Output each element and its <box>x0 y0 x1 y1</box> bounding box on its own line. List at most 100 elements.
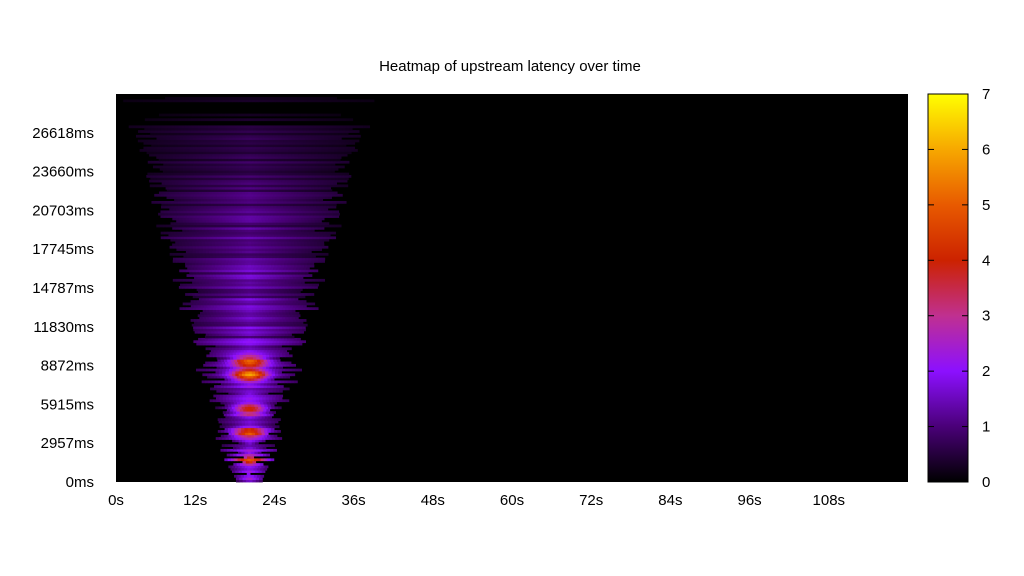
heat-cell <box>239 354 244 358</box>
heat-cell <box>149 149 154 152</box>
heat-cell <box>245 151 250 155</box>
heat-cell <box>326 203 331 207</box>
heat-cell <box>226 198 231 202</box>
heat-cell <box>207 182 212 185</box>
heat-cell <box>242 167 246 171</box>
heat-cell <box>268 184 273 188</box>
heat-cell <box>247 456 251 459</box>
heat-cell <box>183 283 188 287</box>
heat-cell <box>170 189 174 192</box>
heat-cell <box>220 349 225 353</box>
heat-cell <box>219 137 223 140</box>
heat-cell <box>259 354 263 358</box>
heat-cell <box>173 137 177 140</box>
heat-cell <box>342 144 347 148</box>
heat-cell <box>271 345 276 348</box>
heat-cell <box>242 163 247 166</box>
heat-cell <box>258 250 263 254</box>
heat-cell <box>178 234 183 237</box>
heat-cell <box>216 311 221 315</box>
heat-cell <box>295 257 299 261</box>
heat-cell <box>308 170 312 174</box>
heat-cell <box>305 163 309 166</box>
heat-cell <box>279 304 284 308</box>
heat-cell <box>306 160 310 164</box>
heat-cell <box>266 210 270 214</box>
heat-cell <box>301 165 306 169</box>
heat-cell <box>221 420 226 424</box>
heat-cell <box>273 319 277 322</box>
heat-cell <box>308 257 312 261</box>
heat-cell <box>263 276 268 280</box>
heat-cell <box>231 422 236 426</box>
heat-cell <box>245 345 249 348</box>
heat-cell <box>266 212 271 216</box>
heat-cell <box>290 290 295 294</box>
heat-cell <box>299 172 303 176</box>
heat-cell <box>299 212 304 216</box>
heat-cell <box>216 267 221 270</box>
heat-cell <box>212 257 217 261</box>
heat-cell <box>172 153 176 157</box>
heat-cell <box>329 144 334 148</box>
heat-cell <box>292 319 297 322</box>
heat-cell <box>297 262 301 266</box>
heat-cell <box>296 304 301 308</box>
heat-cell <box>204 293 209 296</box>
heat-cell <box>163 146 167 150</box>
heat-cell <box>222 316 227 320</box>
heat-cell <box>301 208 306 211</box>
heat-cell <box>238 373 243 377</box>
heat-cell <box>289 267 294 270</box>
heat-cell <box>236 446 240 450</box>
heat-cell <box>207 319 211 322</box>
heat-cell <box>216 340 221 344</box>
heat-cell <box>291 257 296 261</box>
heat-cell <box>202 252 207 256</box>
heat-cell <box>287 330 291 334</box>
heat-cell <box>214 234 219 237</box>
heat-cell <box>245 219 250 223</box>
heat-cell <box>342 172 346 176</box>
heat-cell <box>314 245 319 249</box>
heat-cell <box>156 156 160 159</box>
heat-cell <box>232 274 237 277</box>
heat-cell <box>261 392 266 396</box>
heat-cell <box>173 231 178 235</box>
heat-cell <box>234 434 238 438</box>
heat-cell <box>238 422 243 426</box>
heat-cell <box>159 153 163 157</box>
heat-cell <box>159 175 164 178</box>
heat-cell <box>270 182 275 185</box>
heat-cell <box>256 340 260 344</box>
heat-cell <box>263 458 268 462</box>
heat-cell <box>250 200 255 204</box>
heat-cell <box>307 179 312 183</box>
heat-cell <box>324 196 329 200</box>
heat-cell <box>304 208 309 211</box>
heat-cell <box>199 257 204 261</box>
heat-cell <box>282 193 287 197</box>
heat-cell <box>267 290 271 294</box>
heat-cell <box>285 146 290 150</box>
heat-cell <box>279 394 284 398</box>
heat-cell <box>185 293 189 296</box>
heat-cell <box>208 234 212 237</box>
heat-cell <box>186 172 191 176</box>
heat-cell <box>253 385 258 388</box>
heat-cell <box>232 208 236 211</box>
heat-cell <box>233 349 238 353</box>
heat-cell <box>252 477 257 481</box>
heat-cell <box>232 271 236 275</box>
heat-cell <box>245 437 250 440</box>
heat-cell <box>253 467 258 471</box>
heat-cell <box>202 281 206 285</box>
heat-cell <box>269 401 274 405</box>
heat-cell <box>337 179 341 183</box>
heat-cell <box>246 394 251 398</box>
heat-cell <box>259 366 264 370</box>
heat-cell <box>282 340 287 344</box>
heat-cell <box>251 156 256 159</box>
heat-cell <box>309 238 313 242</box>
heat-cell <box>307 264 312 268</box>
